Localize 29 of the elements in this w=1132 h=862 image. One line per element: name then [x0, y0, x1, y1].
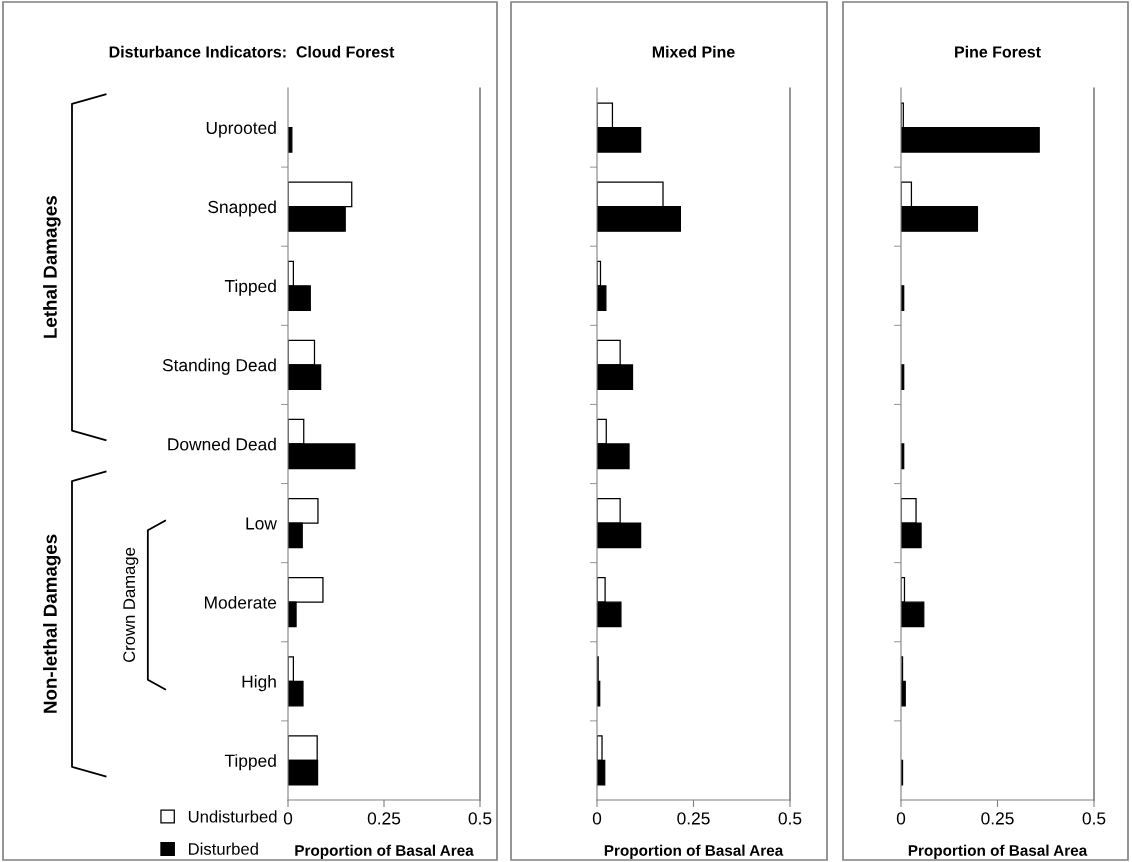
y-tick-label: Downed Dead: [168, 437, 276, 451]
chart-title: Mixed Pine: [652, 45, 735, 58]
x-tick-label: 0.5: [778, 812, 802, 825]
text: Lethal Damages: [43, 196, 61, 338]
y-tick-label: Moderate: [204, 595, 277, 609]
x-tick-label: 0.5: [468, 812, 492, 825]
x-tick-label: 0.25: [981, 812, 1014, 825]
y-tick-label: Low: [246, 517, 277, 530]
y-tick-label: Uprooted: [206, 121, 276, 138]
x-axis-title: Proportion of Basal Area: [908, 844, 1088, 859]
chart-title: Disturbance Indicators: Cloud Forest: [109, 45, 395, 58]
x-tick-label: 0.25: [677, 812, 710, 825]
legend-label: Disturbed: [189, 842, 258, 855]
x-tick-label: 0.25: [367, 812, 401, 825]
chart-title: Pine Forest: [955, 45, 1041, 58]
x-tick-label: 0: [592, 812, 602, 825]
legend-label: Undisturbed: [188, 810, 277, 823]
y-tick-label: Standing Dead: [162, 358, 276, 375]
text: Crown Damage: [123, 547, 139, 663]
y-tick-label: High: [242, 675, 276, 692]
y-tick-label: Snapped: [208, 200, 276, 217]
y-tick-label: Tipped: [224, 279, 276, 296]
x-tick-label: 0: [283, 812, 293, 825]
y-tick-label: Tipped: [224, 754, 276, 771]
x-tick-label: 0: [896, 812, 906, 825]
x-axis-title: Proportion of Basal Area: [604, 844, 784, 859]
text: Non-lethal Damages: [43, 534, 61, 713]
x-tick-label: 0.5: [1082, 812, 1106, 825]
x-axis-title: Proportion of Basal Area: [295, 844, 474, 859]
